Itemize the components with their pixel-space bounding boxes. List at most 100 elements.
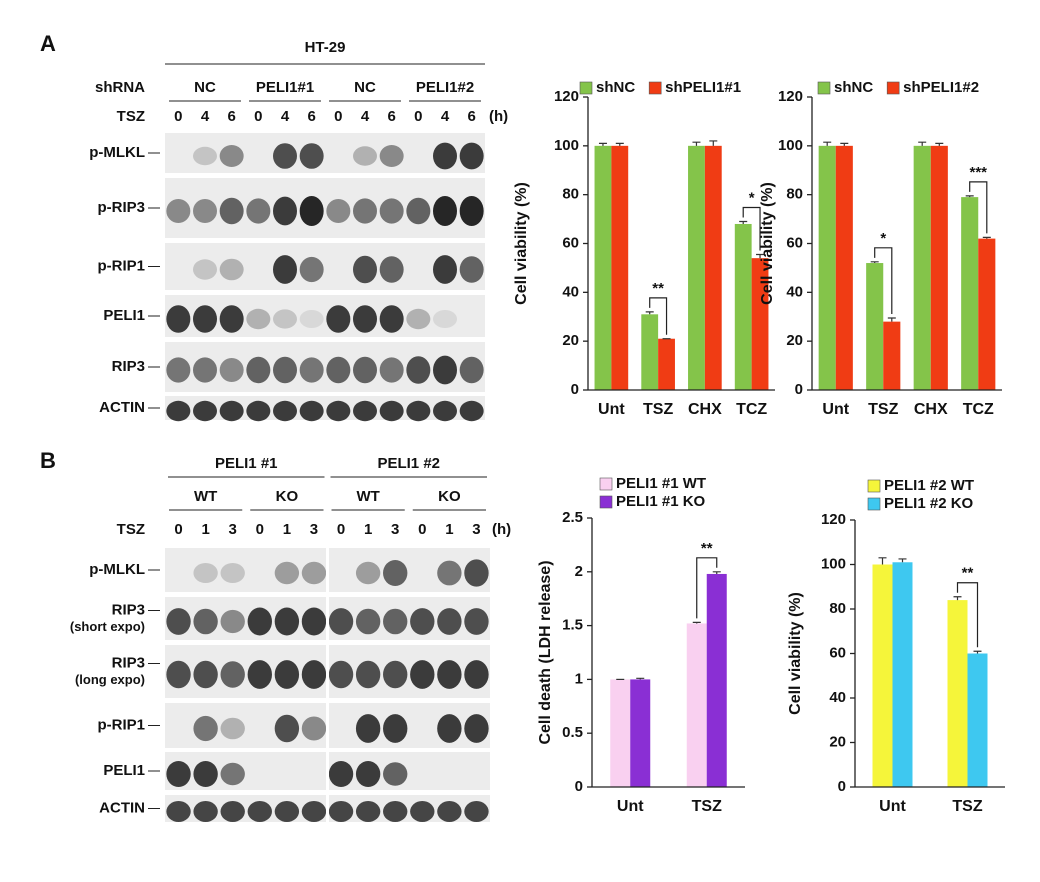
significance-bracket	[649, 297, 668, 335]
blot-band	[193, 608, 218, 635]
time-label: 6	[467, 108, 475, 125]
blot-band	[433, 196, 457, 226]
blot-band	[193, 259, 217, 280]
x-tick-label: Unt	[598, 401, 625, 418]
blot-band	[355, 608, 381, 635]
blot-band	[219, 400, 244, 422]
error-bar	[692, 621, 701, 624]
bar	[978, 238, 996, 390]
bar	[704, 145, 722, 390]
y-tick-label: 120	[554, 88, 579, 105]
legend-label: PELI1 #1 WT	[616, 475, 706, 492]
time-label: 4	[281, 108, 290, 125]
y-tick-label: 120	[821, 511, 846, 528]
blot-band	[246, 308, 271, 330]
legend-label: shPELI1#1	[665, 79, 741, 96]
time-label: 1	[364, 521, 372, 538]
blot-row-label: RIP3	[112, 358, 145, 375]
y-tick-label: 2	[575, 563, 583, 580]
blot-band	[193, 563, 218, 583]
blot-band	[464, 660, 489, 689]
blot-band	[379, 145, 404, 167]
error-bar	[918, 141, 927, 146]
blot-band	[410, 801, 435, 822]
time-label: 4	[441, 108, 450, 125]
blot-band	[193, 357, 217, 383]
y-tick-label: 80	[786, 186, 803, 203]
blot-band	[437, 560, 462, 586]
blot-band	[383, 801, 408, 822]
bar	[961, 197, 979, 390]
blot-band	[383, 762, 408, 786]
blot-band	[326, 356, 351, 384]
blot-band	[219, 197, 244, 225]
blot-band	[464, 714, 489, 743]
blot-band	[247, 660, 272, 689]
group-label: PELI1 #1	[215, 455, 278, 472]
legend-label: shNC	[596, 79, 635, 96]
error-bar	[636, 677, 645, 680]
time-label: 0	[418, 521, 426, 538]
blot-band	[326, 400, 351, 422]
y-tick-label: 0	[575, 778, 583, 795]
significance-bracket	[956, 582, 979, 648]
time-label: 0	[337, 521, 345, 538]
subgroup-label: WT	[356, 488, 379, 505]
blot-band	[166, 801, 191, 822]
bar	[658, 338, 675, 390]
blot-band	[328, 660, 354, 689]
blot-strip	[165, 178, 485, 238]
blot-row-label: PELI1	[103, 762, 145, 779]
y-tick-label: 40	[829, 689, 846, 706]
y-tick-label: 1.5	[562, 617, 583, 634]
blot-band	[246, 400, 271, 422]
bar	[706, 573, 727, 787]
blot-band	[193, 199, 217, 223]
blot-band	[166, 608, 191, 635]
significance-label: **	[652, 280, 664, 297]
significance-bracket	[969, 181, 988, 234]
blot-band	[274, 714, 300, 743]
blot-band	[437, 801, 462, 822]
y-tick-label: 120	[778, 88, 803, 105]
error-bar	[935, 142, 944, 146]
blot-band	[353, 400, 377, 422]
blot-band	[301, 561, 327, 585]
time-label: 4	[201, 108, 210, 125]
subgroup-label: WT	[194, 488, 217, 505]
blot-strip	[165, 295, 485, 337]
bar	[751, 258, 769, 390]
blot-band	[274, 607, 300, 636]
bar	[630, 679, 651, 787]
time-unit: (h)	[492, 521, 511, 538]
group-label: NC	[354, 79, 376, 96]
blot-band	[166, 357, 191, 383]
error-bar	[823, 141, 832, 146]
blot-band	[220, 661, 245, 688]
significance-bracket	[874, 247, 893, 314]
x-tick-label: TSZ	[692, 798, 722, 815]
blot-band	[193, 761, 218, 787]
blot-band	[379, 400, 404, 422]
bar	[594, 145, 612, 390]
legend-label: shNC	[834, 79, 873, 96]
blot-band	[273, 196, 297, 226]
time-label: 4	[361, 108, 370, 125]
blot-band	[328, 761, 354, 787]
blot-band	[166, 400, 191, 422]
blot-strip	[165, 243, 485, 290]
legend-swatch	[817, 81, 831, 95]
y-tick-label: 80	[562, 186, 579, 203]
blot-row-label: p-RIP3	[97, 199, 145, 216]
blot-row-label: p-RIP1	[97, 716, 145, 733]
blot-row-note: (long expo)	[75, 672, 145, 687]
time-label: 0	[334, 108, 342, 125]
blot-band	[299, 143, 324, 169]
cell-line: HT-29	[305, 39, 346, 56]
blot-band	[299, 196, 324, 226]
blot-band	[433, 310, 457, 328]
y-tick-label: 40	[562, 283, 579, 300]
blot-band	[166, 660, 191, 689]
blot-band	[247, 607, 272, 636]
time-label: 1	[445, 521, 453, 538]
